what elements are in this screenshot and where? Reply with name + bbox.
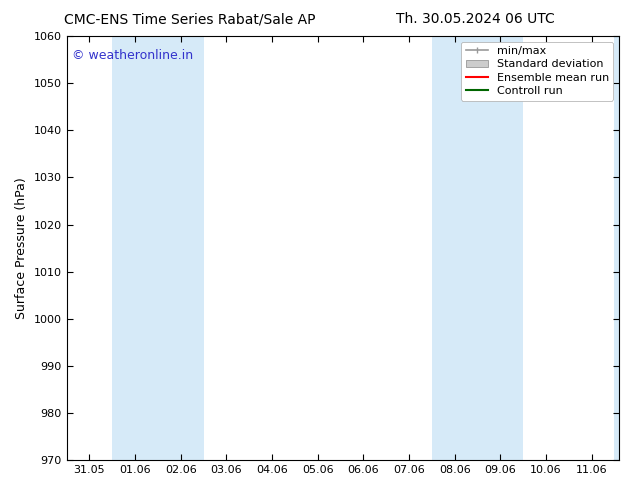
Text: CMC-ENS Time Series Rabat/Sale AP: CMC-ENS Time Series Rabat/Sale AP — [65, 12, 316, 26]
Text: Th. 30.05.2024 06 UTC: Th. 30.05.2024 06 UTC — [396, 12, 555, 26]
Bar — [112, 36, 204, 460]
Bar — [432, 36, 523, 460]
Text: © weatheronline.in: © weatheronline.in — [72, 49, 193, 62]
Title: CMC-ENS Time Series Rabat/Sale AP      Th. 30.05.2024 06 UTC: CMC-ENS Time Series Rabat/Sale AP Th. 30… — [0, 489, 1, 490]
Y-axis label: Surface Pressure (hPa): Surface Pressure (hPa) — [15, 177, 28, 319]
Legend: min/max, Standard deviation, Ensemble mean run, Controll run: min/max, Standard deviation, Ensemble me… — [461, 42, 614, 100]
Bar — [614, 36, 619, 460]
